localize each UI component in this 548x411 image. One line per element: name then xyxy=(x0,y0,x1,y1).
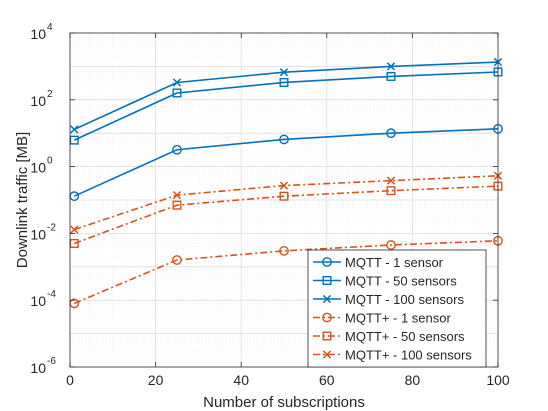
y-tick-label-base: 10 xyxy=(30,26,46,42)
data-point xyxy=(172,88,182,98)
data-point xyxy=(386,240,396,250)
y-tick-label-base: 10 xyxy=(30,293,46,309)
x-tick-label: 100 xyxy=(486,372,510,388)
data-point xyxy=(69,135,79,145)
plot-frame xyxy=(69,32,499,368)
x-tick-label: 20 xyxy=(148,372,164,388)
y-tick-label-base: 10 xyxy=(30,93,46,109)
series-line xyxy=(73,128,499,197)
legend: MQTT - 1 sensor MQTT - 50 sensors MQTT - 1… xyxy=(307,249,487,368)
legend-marker xyxy=(322,312,332,323)
data-point xyxy=(386,71,396,81)
data-point xyxy=(279,191,289,201)
legend-label: MQTT - 50 sensors xyxy=(345,274,457,289)
x-tick-label: 0 xyxy=(66,372,74,388)
grid xyxy=(70,33,498,367)
data-point xyxy=(279,77,289,87)
y-tick-label-exponent: -6 xyxy=(47,356,56,367)
legend-label: MQTT - 100 sensors xyxy=(345,292,464,307)
series-layer xyxy=(69,57,503,309)
y-axis-label: Downlink traffic [MB] xyxy=(14,132,31,268)
x-axis-label: Number of subscriptions xyxy=(203,394,365,411)
series-line xyxy=(74,185,499,245)
legend-label: MQTT - 1 sensor xyxy=(345,255,444,270)
data-point xyxy=(172,144,182,155)
data-point xyxy=(172,255,182,265)
legend-label: MQTT+ - 100 sensors xyxy=(345,348,472,363)
legend-marker xyxy=(322,331,332,341)
y-tick-label-base: 10 xyxy=(30,160,46,176)
series-line xyxy=(73,71,499,141)
data-point xyxy=(70,125,79,134)
series-group xyxy=(70,57,503,134)
legend-marker xyxy=(322,350,332,359)
y-tick-label-exponent: 4 xyxy=(47,22,53,33)
data-point xyxy=(279,134,289,145)
legend-label: MQTT+ - 50 sensors xyxy=(345,329,465,344)
data-point xyxy=(386,128,396,139)
data-point xyxy=(386,62,396,71)
data-point xyxy=(69,238,79,248)
y-tick-label-base: 10 xyxy=(30,360,46,376)
data-point xyxy=(70,225,79,234)
series-group xyxy=(69,123,503,202)
legend-box xyxy=(307,249,487,368)
y-tick-label-exponent: -4 xyxy=(47,289,56,300)
series-line xyxy=(73,240,499,305)
data-point xyxy=(279,68,289,77)
data-point xyxy=(386,176,396,185)
data-point xyxy=(172,200,182,210)
y-tick-label-exponent: 2 xyxy=(47,89,53,100)
data-point xyxy=(172,190,182,200)
x-tick-label: 80 xyxy=(405,372,421,388)
x-tick-label: 40 xyxy=(233,372,249,388)
legend-marker xyxy=(322,276,332,286)
data-point xyxy=(279,181,289,190)
data-point xyxy=(172,78,182,87)
y-tick-label-exponent: -2 xyxy=(47,222,56,233)
series-group xyxy=(69,235,503,309)
legend-marker xyxy=(322,257,332,267)
legend-label: MQTT+ - 1 sensor xyxy=(345,311,451,326)
legend-marker xyxy=(322,294,332,304)
y-tick-label-exponent: 0 xyxy=(47,156,53,167)
x-tick-label: 60 xyxy=(319,372,335,388)
data-point xyxy=(386,186,396,196)
y-tick-label-base: 10 xyxy=(30,226,46,242)
data-point xyxy=(279,245,289,256)
